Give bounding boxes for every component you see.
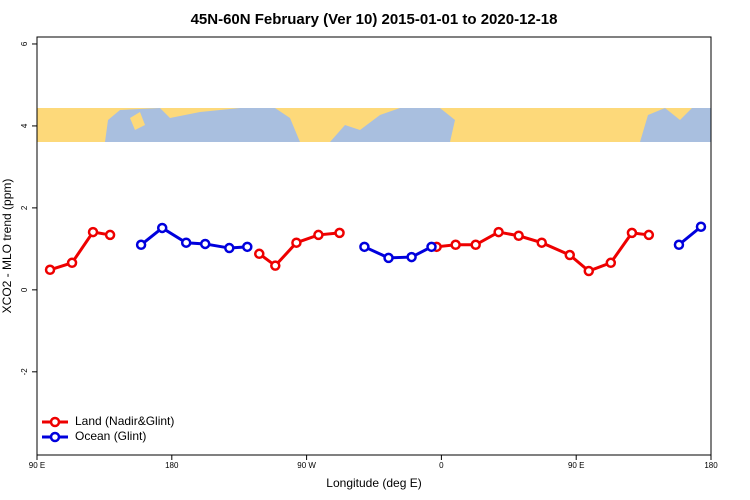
point (605, 257, 617, 269)
y-tick-label: 6 (20, 41, 29, 46)
pacific-ocean-2 (640, 108, 711, 142)
point (383, 252, 394, 264)
x-axis-label: Longitude (deg E) (326, 476, 421, 490)
point (583, 265, 595, 277)
point (180, 237, 192, 248)
x-tick-label: 180 (165, 461, 179, 470)
point (493, 226, 504, 238)
point (673, 239, 685, 251)
atlantic-ocean (330, 108, 455, 142)
point (643, 229, 655, 241)
pacific-ocean (105, 108, 300, 142)
point (426, 241, 437, 253)
legend-marker (49, 416, 61, 428)
island (130, 112, 145, 130)
point (199, 238, 211, 250)
x-tick-label: 0 (439, 461, 444, 470)
point (87, 226, 99, 238)
y-tick-label: 0 (20, 287, 29, 292)
point (359, 241, 370, 253)
legend-label: Ocean (Glint) (75, 429, 146, 443)
series-line (49, 230, 650, 273)
point (626, 227, 638, 239)
x-tick-label: 90 E (29, 461, 45, 470)
point (44, 264, 56, 276)
point (156, 222, 168, 234)
legend: Land (Nadir&Glint) Ocean (Glint) (42, 414, 174, 443)
point (135, 239, 147, 251)
point (254, 248, 265, 260)
point (242, 241, 253, 253)
x-tick-label: 180 (704, 461, 718, 470)
point (695, 221, 707, 232)
y-tick-label: 2 (20, 205, 29, 210)
point (406, 251, 417, 263)
x-tick-label: 90 W (297, 461, 316, 470)
legend-marker (49, 431, 61, 443)
y-tick-label: 4 (20, 123, 29, 128)
point (104, 229, 116, 241)
point (270, 260, 281, 271)
point (291, 237, 302, 248)
point (513, 230, 524, 242)
point (334, 227, 345, 239)
y-tick-label: -2 (20, 368, 29, 376)
point (66, 257, 78, 269)
point (564, 249, 576, 261)
plot-frame (36, 36, 712, 456)
map-band (37, 108, 711, 142)
y-axis-label: XCO2 - MLO trend (ppm) (0, 179, 14, 314)
point (450, 239, 461, 251)
x-tick-label: 90 E (568, 461, 584, 470)
point (224, 242, 235, 254)
point (470, 239, 481, 251)
point (313, 229, 324, 241)
point (536, 237, 548, 248)
chart-title: 45N-60N February (Ver 10) 2015-01-01 to … (191, 11, 558, 28)
legend-label: Land (Nadir&Glint) (75, 414, 174, 428)
